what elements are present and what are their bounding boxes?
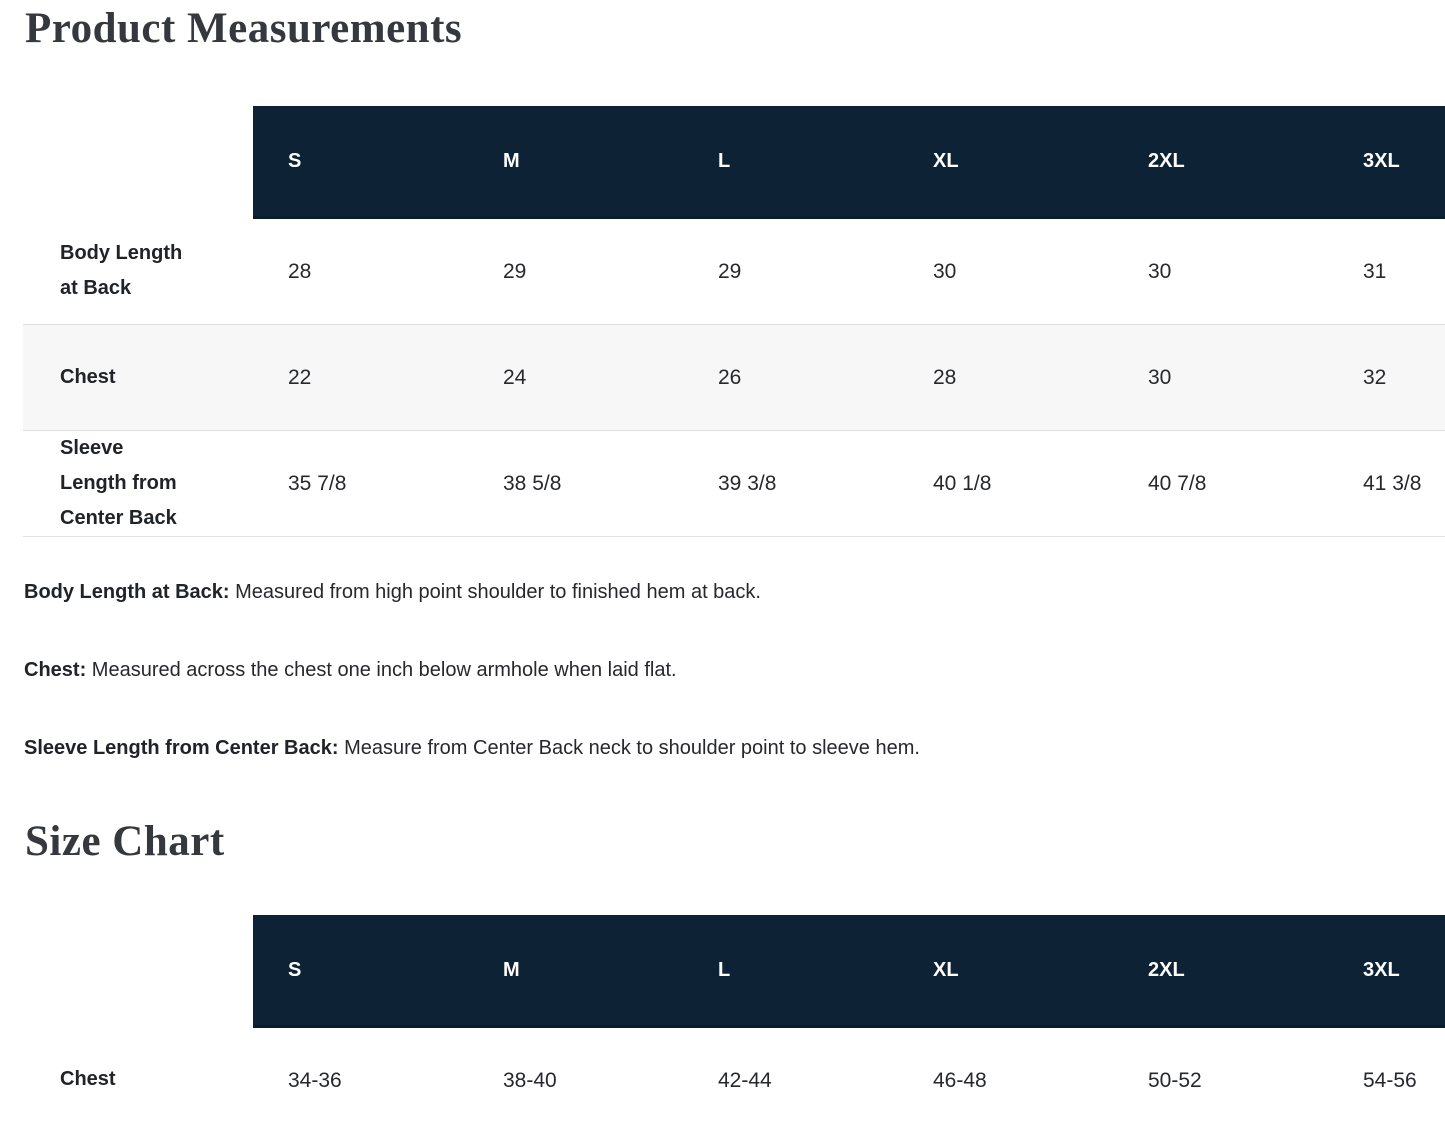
column-header-s: S	[253, 106, 468, 219]
cell-value: 50-52	[1148, 1068, 1202, 1092]
cell-value: 54-56	[1363, 1068, 1417, 1092]
definition-text: Measure from Center Back neck to shoulde…	[338, 737, 920, 759]
column-header-m: M	[468, 915, 683, 1028]
size-chart-header-row: S M L XL 2XL 3XL	[23, 915, 1445, 1028]
cell-value: 29	[503, 259, 527, 283]
row-label: Body Length at Back	[60, 241, 183, 299]
table-row-chest: Chest 22 24 26 28 30 32	[23, 324, 1445, 431]
cell-value: 28	[288, 259, 312, 283]
cell-value: 26	[683, 324, 898, 431]
cell-value: 28	[898, 324, 1113, 431]
column-header-3xl: 3XL	[1328, 915, 1445, 1028]
column-header-3xl: 3XL	[1328, 106, 1445, 219]
corner-cell	[23, 106, 253, 218]
product-measurements-title: Product Measurements	[25, 5, 463, 52]
column-header-xl: XL	[898, 915, 1113, 1028]
column-header-m: M	[468, 106, 683, 219]
cell-value: 34-36	[288, 1068, 342, 1092]
column-header-2xl: 2XL	[1113, 915, 1328, 1028]
cell-value: 41 3/8	[1328, 430, 1445, 537]
row-label: Sleeve Length from Center Back	[23, 430, 253, 537]
definition-text: Measured across the chest one inch below…	[86, 659, 677, 681]
definition-sleeve-length: Sleeve Length from Center Back: Measure …	[24, 735, 1445, 761]
size-chart-title: Size Chart	[25, 818, 225, 865]
cell-value: 29	[718, 259, 742, 283]
table-row-chest-range: Chest 34-36 38-40 42-44 46-48 50-52 54-5…	[23, 1027, 1445, 1134]
size-chart-table-container: S M L XL 2XL 3XL Chest 34-36 38-40 42-44…	[23, 915, 1445, 1133]
cell-value: 46-48	[933, 1068, 987, 1092]
cell-value: 39 3/8	[683, 430, 898, 537]
column-header-l: L	[683, 915, 898, 1028]
measurement-definitions: Body Length at Back: Measured from high …	[24, 579, 1445, 761]
table-row-body-length: Body Length at Back 28 29 29 30 30 31	[23, 218, 1445, 325]
cell-value: 38-40	[503, 1068, 557, 1092]
cell-value: 40 1/8	[898, 430, 1113, 537]
cell-value: 22	[253, 324, 468, 431]
measurements-table-container: S M L XL 2XL 3XL Body Length at Back 28 …	[23, 106, 1445, 537]
table-row-sleeve-length: Sleeve Length from Center Back 35 7/8 38…	[23, 430, 1445, 537]
cell-value: 40 7/8	[1113, 430, 1328, 537]
measurements-header-row: S M L XL 2XL 3XL	[23, 106, 1445, 219]
cell-value: 32	[1328, 324, 1445, 431]
definition-term: Chest:	[24, 659, 87, 681]
definition-body-length: Body Length at Back: Measured from high …	[24, 579, 1445, 605]
definition-term: Sleeve Length from Center Back:	[24, 737, 339, 759]
definition-term: Body Length at Back:	[24, 581, 230, 603]
cell-value: 30	[933, 259, 957, 283]
cell-value: 31	[1363, 259, 1387, 283]
cell-value: 35 7/8	[253, 430, 468, 537]
column-header-xl: XL	[898, 106, 1113, 219]
measurements-table: S M L XL 2XL 3XL Body Length at Back 28 …	[23, 106, 1445, 537]
cell-value: 38 5/8	[468, 430, 683, 537]
column-header-2xl: 2XL	[1113, 106, 1328, 219]
cell-value: 30	[1148, 259, 1172, 283]
column-header-s: S	[253, 915, 468, 1028]
cell-value: 30	[1113, 324, 1328, 431]
row-label: Chest	[60, 1068, 116, 1091]
definition-text: Measured from high point shoulder to fin…	[229, 581, 761, 603]
size-chart-table: S M L XL 2XL 3XL Chest 34-36 38-40 42-44…	[23, 915, 1445, 1133]
column-header-l: L	[683, 106, 898, 219]
definition-chest: Chest: Measured across the chest one inc…	[24, 657, 1445, 683]
corner-cell	[23, 915, 253, 1027]
row-label: Chest	[23, 324, 253, 431]
cell-value: 42-44	[718, 1068, 772, 1092]
cell-value: 24	[468, 324, 683, 431]
